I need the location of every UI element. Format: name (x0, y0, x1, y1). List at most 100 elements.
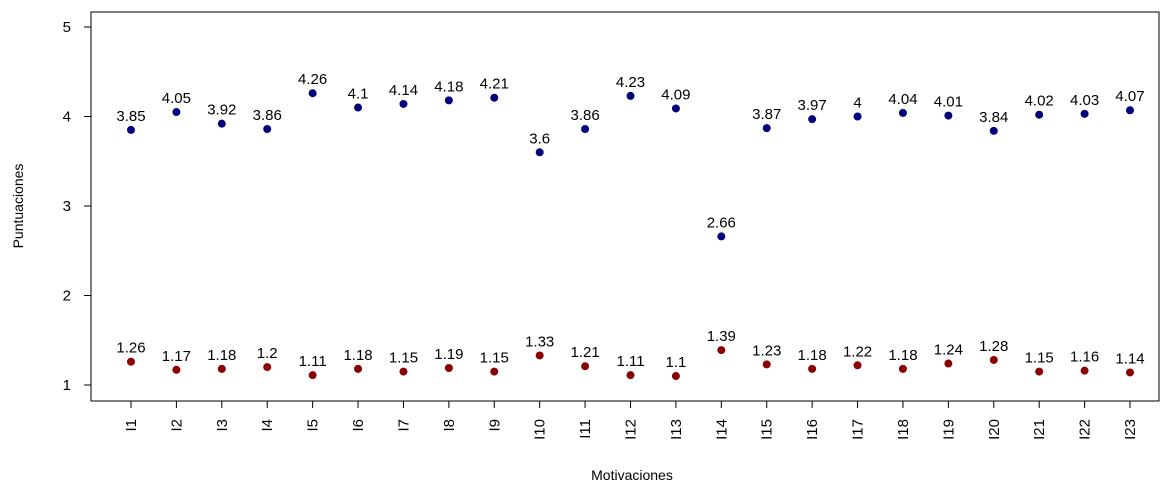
x-tick-label: I21 (1031, 419, 1048, 440)
y-tick-label: 3 (63, 198, 71, 215)
x-tick-label: I4 (259, 419, 276, 432)
data-label: 1.1 (665, 354, 686, 371)
x-tick-label: I8 (441, 419, 458, 432)
x-tick-label: I17 (850, 419, 867, 440)
data-label: 1.18 (343, 347, 372, 364)
data-label: 4.18 (434, 78, 463, 95)
data-point (1080, 366, 1089, 375)
x-tick-label: I16 (804, 419, 821, 440)
data-point (898, 108, 907, 117)
data-point (671, 104, 680, 113)
data-label: 1.19 (434, 346, 463, 363)
data-point (263, 125, 272, 134)
data-label: 4.07 (1115, 88, 1144, 105)
data-label: 4.01 (934, 94, 963, 111)
data-label: 4.23 (616, 74, 645, 91)
data-point (944, 359, 953, 368)
data-point (172, 365, 181, 374)
y-axis-title: Puntuaciones (10, 164, 26, 249)
data-point (762, 360, 771, 369)
data-label: 1.15 (1025, 350, 1054, 367)
data-label: 1.15 (480, 350, 509, 367)
data-label: 3.6 (529, 130, 550, 147)
data-point (581, 362, 590, 371)
data-point (399, 99, 408, 108)
data-label: 1.14 (1115, 350, 1144, 367)
x-tick-label: I20 (986, 419, 1003, 440)
data-label: 1.23 (752, 342, 781, 359)
x-tick-label: I11 (577, 419, 594, 439)
data-point (671, 372, 680, 381)
data-label: 1.11 (299, 353, 327, 370)
y-tick-label: 4 (63, 109, 71, 126)
data-point (989, 355, 998, 364)
data-point (898, 364, 907, 373)
data-point (354, 364, 363, 373)
y-tick-label: 5 (63, 19, 71, 36)
x-tick-label: I7 (395, 419, 412, 432)
data-label: 1.18 (888, 347, 917, 364)
y-tick-label: 1 (63, 377, 71, 394)
data-label: 4.03 (1070, 92, 1099, 109)
data-label: 1.17 (162, 348, 191, 365)
x-tick-label: I2 (168, 419, 185, 432)
data-point (1080, 109, 1089, 118)
data-label: 4.14 (389, 82, 418, 99)
data-points (127, 89, 1134, 381)
data-point (217, 119, 226, 128)
data-label: 1.24 (934, 342, 963, 359)
x-tick-label: I10 (532, 419, 549, 440)
data-label: 1.21 (570, 344, 599, 361)
data-point (989, 126, 998, 135)
x-tick-label: I23 (1122, 419, 1139, 440)
x-tick-label: I15 (759, 419, 776, 440)
data-point (217, 364, 226, 373)
data-point (1126, 368, 1134, 377)
x-tick-label: I13 (668, 419, 685, 440)
y-axis: 1 2 3 4 5 (63, 19, 92, 394)
data-label: 3.92 (207, 102, 236, 119)
data-point (808, 115, 817, 124)
data-point (490, 367, 499, 376)
data-label: 3.97 (798, 97, 827, 114)
data-label: 1.26 (116, 340, 145, 357)
x-tick-label: I19 (940, 419, 957, 440)
data-label: 1.16 (1070, 349, 1099, 366)
data-label: 3.85 (116, 108, 145, 125)
data-point (1126, 106, 1134, 115)
data-label: 1.22 (843, 343, 872, 360)
x-tick-label: I1 (123, 419, 140, 432)
data-label: 3.87 (752, 106, 781, 123)
data-point (535, 351, 544, 360)
data-label: 1.39 (707, 328, 736, 345)
data-point (308, 89, 317, 98)
x-tick-label: I6 (350, 419, 367, 432)
x-tick-label: I14 (713, 419, 730, 440)
data-point (853, 112, 862, 121)
x-tick-label: I12 (623, 419, 640, 440)
data-label: 1.15 (389, 350, 418, 367)
data-label: 1.28 (979, 338, 1008, 355)
data-label: 4.09 (661, 86, 690, 103)
data-point (535, 148, 544, 157)
data-point (490, 93, 499, 102)
data-label: 4 (853, 95, 861, 112)
data-point (308, 371, 317, 380)
data-point (127, 125, 135, 134)
data-point (762, 124, 771, 133)
x-tick-label: I18 (895, 419, 912, 440)
data-label: 4.1 (348, 86, 369, 103)
data-point (263, 363, 272, 372)
data-label: 1.18 (798, 347, 827, 364)
data-point (944, 111, 953, 120)
data-point (127, 357, 135, 366)
data-point (354, 103, 363, 112)
x-tick-label: I22 (1077, 419, 1094, 440)
data-label: 4.21 (480, 76, 509, 93)
data-point (444, 363, 453, 372)
data-point (808, 364, 817, 373)
data-point (581, 125, 590, 134)
x-axis-title: Motivaciones (591, 467, 673, 483)
x-tick-label: I3 (214, 419, 231, 432)
data-point (853, 361, 862, 370)
